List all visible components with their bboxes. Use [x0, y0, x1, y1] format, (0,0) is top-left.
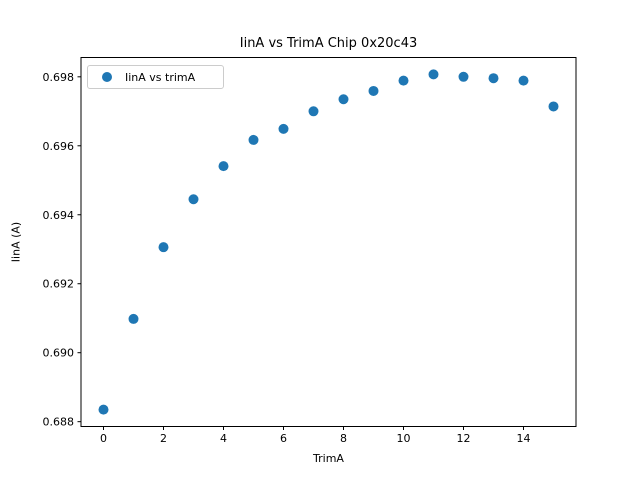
data-point-trimA-10 [398, 75, 409, 86]
data-point-trimA-3 [188, 194, 199, 205]
y-tick-label: 0.688 [43, 416, 75, 429]
legend-label: IinA vs trimA [125, 70, 196, 84]
x-tick-label: 6 [280, 432, 287, 445]
data-point-trimA-8 [338, 94, 349, 105]
x-axis-label: TrimA [313, 452, 344, 465]
data-point-trimA-14 [518, 75, 529, 86]
x-tick-label: 8 [340, 432, 347, 445]
y-tick-label: 0.692 [43, 278, 75, 291]
x-tick-label: 12 [457, 432, 471, 445]
y-tick-label: 0.694 [43, 209, 75, 222]
data-point-trimA-6 [278, 123, 289, 134]
y-tick-label: 0.698 [43, 71, 75, 84]
y-tick-label: 0.690 [43, 347, 75, 360]
data-point-trimA-2 [158, 242, 169, 253]
x-tick-label: 14 [517, 432, 531, 445]
y-tick-label: 0.696 [43, 140, 75, 153]
data-point-trimA-4 [218, 161, 229, 172]
data-point-trimA-1 [128, 313, 139, 324]
axes-frame [80, 57, 577, 427]
data-point-trimA-0 [98, 404, 109, 415]
legend: IinA vs trimA [87, 65, 224, 89]
data-point-trimA-12 [458, 71, 469, 82]
data-point-trimA-7 [308, 106, 319, 117]
chart-title: IinA vs TrimA Chip 0x20c43 [239, 36, 418, 51]
x-tick-label: 0 [100, 432, 107, 445]
data-point-trimA-9 [368, 85, 379, 96]
x-tick-label: 10 [397, 432, 411, 445]
data-point-trimA-15 [548, 101, 559, 112]
data-point-trimA-13 [488, 73, 499, 84]
x-tick-label: 4 [220, 432, 227, 445]
x-tick-label: 2 [160, 432, 167, 445]
legend-marker-circle-icon [102, 72, 112, 82]
data-point-trimA-5 [248, 134, 259, 145]
data-point-trimA-11 [428, 69, 439, 80]
